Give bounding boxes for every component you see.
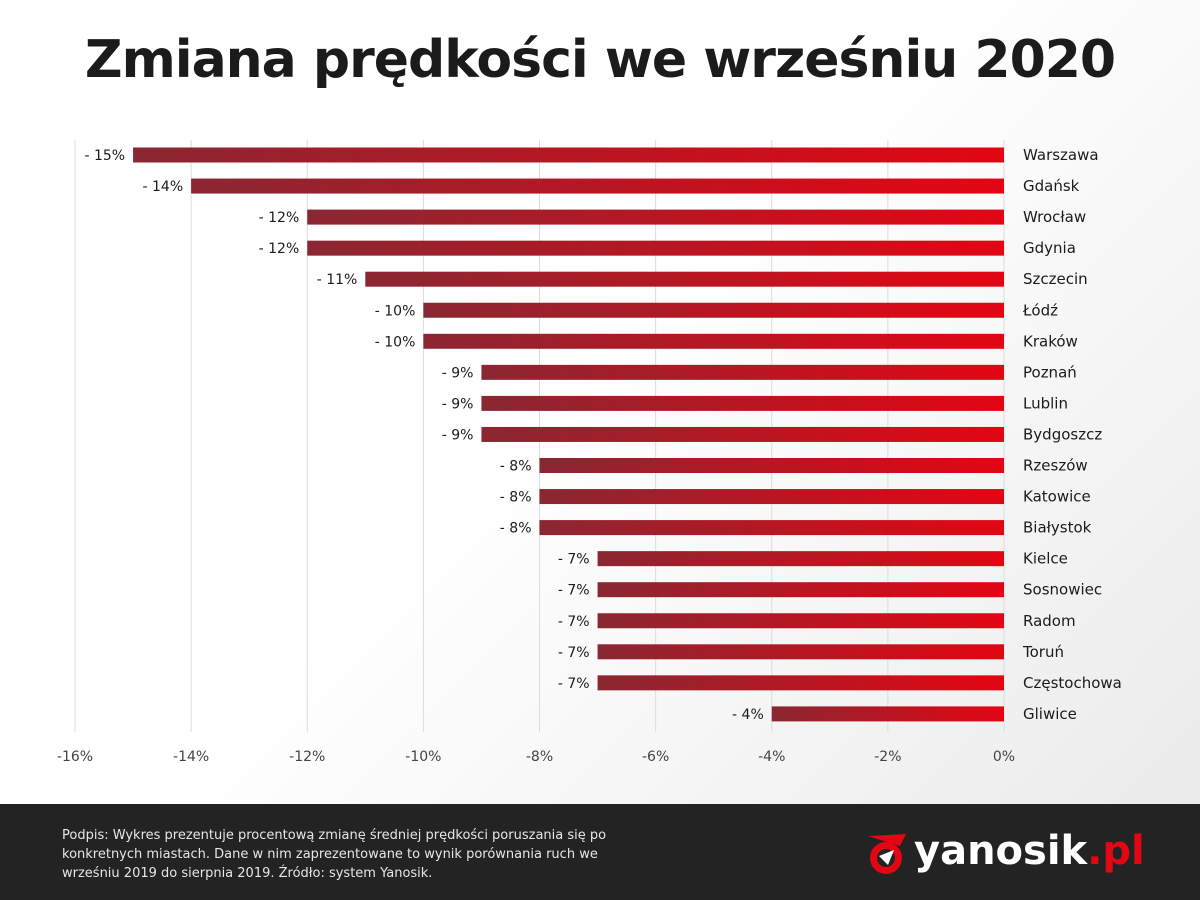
category-label: Katowice <box>1023 488 1091 506</box>
category-label: Kielce <box>1023 550 1068 568</box>
category-label: Rzeszów <box>1023 457 1088 475</box>
category-label: Kraków <box>1023 332 1078 350</box>
category-label: Gdynia <box>1023 239 1076 257</box>
bar <box>539 489 1004 505</box>
category-label: Częstochowa <box>1023 674 1122 692</box>
bar <box>539 520 1004 536</box>
x-tick-label: -2% <box>874 749 901 765</box>
data-label: - 8% <box>500 521 532 537</box>
bar <box>307 209 1004 225</box>
data-label: - 10% <box>375 334 416 350</box>
data-label: - 15% <box>84 148 125 164</box>
yanosik-logo-icon <box>868 834 906 874</box>
data-label: - 7% <box>558 552 590 568</box>
data-label: - 7% <box>558 676 590 692</box>
category-label: Toruń <box>1022 643 1064 661</box>
bar <box>423 333 1004 349</box>
category-label: Warszawa <box>1023 146 1099 164</box>
footer-caption: Podpis: Wykres prezentuje procentową zmi… <box>62 828 607 881</box>
bar <box>539 458 1004 473</box>
x-tick-label: 0% <box>993 749 1015 765</box>
bar <box>597 582 1004 598</box>
bar <box>307 240 1004 256</box>
category-label: Sosnowiec <box>1023 581 1102 599</box>
data-label: - 12% <box>259 210 300 226</box>
bar <box>133 147 1004 163</box>
x-tick-label: -4% <box>758 749 785 765</box>
category-label: Białystok <box>1023 519 1092 537</box>
brand-tld: .pl <box>1087 828 1145 874</box>
data-label: - 9% <box>442 365 474 381</box>
bar <box>597 551 1004 567</box>
data-label: - 4% <box>732 707 764 723</box>
category-label: Poznań <box>1023 363 1077 381</box>
bar <box>597 675 1004 691</box>
data-label: - 9% <box>442 396 474 412</box>
bar <box>597 644 1004 660</box>
data-label: - 7% <box>558 645 590 661</box>
bar <box>481 395 1004 411</box>
category-label: Bydgoszcz <box>1023 425 1102 443</box>
data-label: - 14% <box>143 179 184 195</box>
brand-logo: yanosik.pl <box>866 826 1166 882</box>
x-tick-label: -16% <box>57 749 93 765</box>
category-label: Szczecin <box>1023 270 1088 288</box>
bars <box>133 147 1004 722</box>
category-label: Radom <box>1023 612 1076 630</box>
data-label: - 8% <box>500 490 532 506</box>
bar <box>481 426 1004 442</box>
data-label: - 9% <box>442 427 474 443</box>
labels: -16% -14% -12% -10% -8% -6% -4% -2% 0% - 15% Warsz… <box>57 146 1122 765</box>
bar <box>597 613 1004 629</box>
bar-chart: -16% -14% -12% -10% -8% -6% -4% -2% 0% - 15% Warsz… <box>57 140 1122 765</box>
data-label: - 12% <box>259 241 300 257</box>
x-tick-label: -6% <box>642 749 669 765</box>
bar <box>191 178 1004 194</box>
category-label: Łódź <box>1022 301 1058 319</box>
data-label: - 7% <box>558 614 590 630</box>
footer: Podpis: Wykres prezentuje procentową zmi… <box>0 804 1200 900</box>
category-label: Gdańsk <box>1023 177 1080 195</box>
category-label: Gliwice <box>1023 705 1077 723</box>
bar <box>771 706 1004 722</box>
data-label: - 11% <box>317 272 358 288</box>
bar <box>481 364 1004 380</box>
x-tick-label: -8% <box>526 749 553 765</box>
x-tick-label: -12% <box>289 749 325 765</box>
data-label: - 7% <box>558 583 590 599</box>
data-label: - 10% <box>375 303 416 319</box>
x-tick-label: -10% <box>405 749 441 765</box>
category-label: Wrocław <box>1023 208 1086 226</box>
bar <box>423 302 1004 318</box>
chart-title: Zmiana prędkości we wrześniu 2020 <box>84 30 1116 90</box>
brand-name: yanosik.pl <box>914 828 1145 874</box>
x-tick-label: -14% <box>173 749 209 765</box>
brand-name-main: yanosik <box>914 828 1088 874</box>
category-label: Lublin <box>1023 394 1068 412</box>
bar <box>365 271 1004 287</box>
data-label: - 8% <box>500 459 532 475</box>
